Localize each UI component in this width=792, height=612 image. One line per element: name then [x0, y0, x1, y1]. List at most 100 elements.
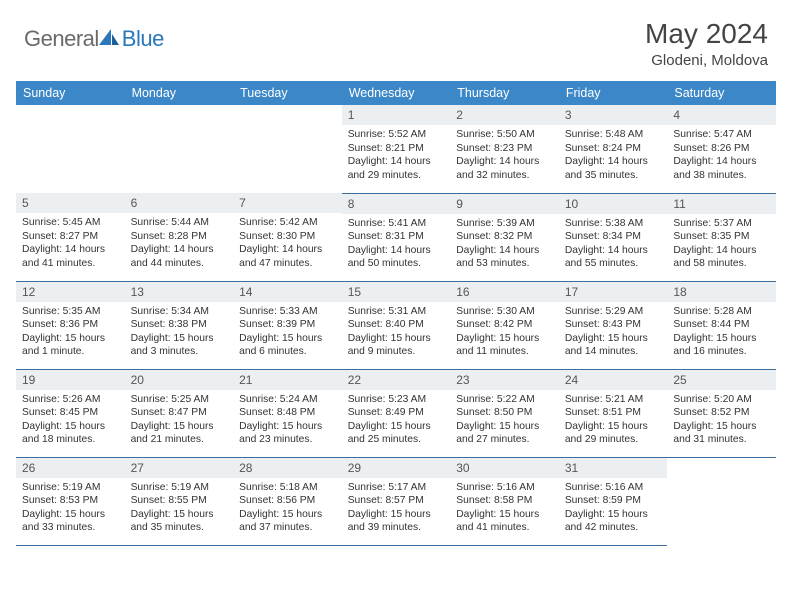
sunrise-text: Sunrise: 5:29 AM [565, 305, 662, 319]
day-number: 5 [16, 193, 125, 213]
sunrise-text: Sunrise: 5:52 AM [348, 128, 445, 142]
day-number: 25 [667, 370, 776, 390]
calendar-col-header: Friday [559, 81, 668, 105]
sunset-text: Sunset: 8:24 PM [565, 142, 662, 156]
logo-text-blue: Blue [122, 26, 164, 52]
sunrise-text: Sunrise: 5:35 AM [22, 305, 119, 319]
sunrise-text: Sunrise: 5:28 AM [673, 305, 770, 319]
daylight-text: Daylight: 15 hours and 16 minutes. [673, 332, 770, 359]
day-detail: Sunrise: 5:21 AMSunset: 8:51 PMDaylight:… [559, 390, 668, 452]
day-detail: Sunrise: 5:28 AMSunset: 8:44 PMDaylight:… [667, 302, 776, 364]
sunrise-text: Sunrise: 5:30 AM [456, 305, 553, 319]
sunset-text: Sunset: 8:36 PM [22, 318, 119, 332]
day-detail: Sunrise: 5:26 AMSunset: 8:45 PMDaylight:… [16, 390, 125, 452]
calendar-cell: 31Sunrise: 5:16 AMSunset: 8:59 PMDayligh… [559, 457, 668, 545]
day-number: 7 [233, 193, 342, 213]
daylight-text: Daylight: 15 hours and 1 minute. [22, 332, 119, 359]
calendar-cell: 15Sunrise: 5:31 AMSunset: 8:40 PMDayligh… [342, 281, 451, 369]
day-number: 9 [450, 194, 559, 214]
sunrise-text: Sunrise: 5:19 AM [22, 481, 119, 495]
sunrise-text: Sunrise: 5:45 AM [22, 216, 119, 230]
day-detail: Sunrise: 5:18 AMSunset: 8:56 PMDaylight:… [233, 478, 342, 540]
calendar-cell: 13Sunrise: 5:34 AMSunset: 8:38 PMDayligh… [125, 281, 234, 369]
calendar-header-row: SundayMondayTuesdayWednesdayThursdayFrid… [16, 81, 776, 105]
sunrise-text: Sunrise: 5:38 AM [565, 217, 662, 231]
day-number: 8 [342, 194, 451, 214]
sunset-text: Sunset: 8:56 PM [239, 494, 336, 508]
calendar-table: SundayMondayTuesdayWednesdayThursdayFrid… [16, 81, 776, 546]
sunrise-text: Sunrise: 5:26 AM [22, 393, 119, 407]
calendar-col-header: Tuesday [233, 81, 342, 105]
day-detail: Sunrise: 5:50 AMSunset: 8:23 PMDaylight:… [450, 125, 559, 187]
day-detail: Sunrise: 5:41 AMSunset: 8:31 PMDaylight:… [342, 214, 451, 276]
day-detail: Sunrise: 5:39 AMSunset: 8:32 PMDaylight:… [450, 214, 559, 276]
calendar-cell: 10Sunrise: 5:38 AMSunset: 8:34 PMDayligh… [559, 193, 668, 281]
sunset-text: Sunset: 8:55 PM [131, 494, 228, 508]
page-subtitle: Glodeni, Moldova [645, 52, 768, 69]
day-number: 14 [233, 282, 342, 302]
calendar-week-row: 19Sunrise: 5:26 AMSunset: 8:45 PMDayligh… [16, 369, 776, 457]
daylight-text: Daylight: 15 hours and 18 minutes. [22, 420, 119, 447]
daylight-text: Daylight: 15 hours and 21 minutes. [131, 420, 228, 447]
day-number: 17 [559, 282, 668, 302]
sunset-text: Sunset: 8:43 PM [565, 318, 662, 332]
daylight-text: Daylight: 15 hours and 33 minutes. [22, 508, 119, 535]
sunrise-text: Sunrise: 5:34 AM [131, 305, 228, 319]
calendar-cell: 21Sunrise: 5:24 AMSunset: 8:48 PMDayligh… [233, 369, 342, 457]
calendar-week-row: 1Sunrise: 5:52 AMSunset: 8:21 PMDaylight… [16, 105, 776, 193]
day-detail: Sunrise: 5:16 AMSunset: 8:58 PMDaylight:… [450, 478, 559, 540]
day-detail: Sunrise: 5:38 AMSunset: 8:34 PMDaylight:… [559, 214, 668, 276]
calendar-week-row: 26Sunrise: 5:19 AMSunset: 8:53 PMDayligh… [16, 457, 776, 545]
day-number: 19 [16, 370, 125, 390]
title-block: May 2024 Glodeni, Moldova [645, 18, 768, 69]
logo-sail-icon [98, 27, 120, 52]
calendar-cell: 23Sunrise: 5:22 AMSunset: 8:50 PMDayligh… [450, 369, 559, 457]
calendar-col-header: Sunday [16, 81, 125, 105]
day-number: 4 [667, 105, 776, 125]
day-detail: Sunrise: 5:35 AMSunset: 8:36 PMDaylight:… [16, 302, 125, 364]
calendar-cell: 3Sunrise: 5:48 AMSunset: 8:24 PMDaylight… [559, 105, 668, 193]
sunset-text: Sunset: 8:53 PM [22, 494, 119, 508]
calendar-cell: 7Sunrise: 5:42 AMSunset: 8:30 PMDaylight… [233, 193, 342, 281]
day-number [125, 105, 234, 111]
sunrise-text: Sunrise: 5:23 AM [348, 393, 445, 407]
day-number: 16 [450, 282, 559, 302]
calendar-cell [233, 105, 342, 193]
sunrise-text: Sunrise: 5:24 AM [239, 393, 336, 407]
daylight-text: Daylight: 14 hours and 32 minutes. [456, 155, 553, 182]
calendar-cell: 24Sunrise: 5:21 AMSunset: 8:51 PMDayligh… [559, 369, 668, 457]
sunrise-text: Sunrise: 5:31 AM [348, 305, 445, 319]
day-number: 29 [342, 458, 451, 478]
day-detail: Sunrise: 5:42 AMSunset: 8:30 PMDaylight:… [233, 213, 342, 275]
sunset-text: Sunset: 8:23 PM [456, 142, 553, 156]
day-number [667, 458, 776, 464]
sunset-text: Sunset: 8:49 PM [348, 406, 445, 420]
day-detail: Sunrise: 5:20 AMSunset: 8:52 PMDaylight:… [667, 390, 776, 452]
sunrise-text: Sunrise: 5:50 AM [456, 128, 553, 142]
daylight-text: Daylight: 14 hours and 58 minutes. [673, 244, 770, 271]
daylight-text: Daylight: 14 hours and 53 minutes. [456, 244, 553, 271]
day-detail: Sunrise: 5:33 AMSunset: 8:39 PMDaylight:… [233, 302, 342, 364]
day-number: 23 [450, 370, 559, 390]
calendar-cell: 20Sunrise: 5:25 AMSunset: 8:47 PMDayligh… [125, 369, 234, 457]
sunrise-text: Sunrise: 5:19 AM [131, 481, 228, 495]
sunrise-text: Sunrise: 5:47 AM [673, 128, 770, 142]
sunset-text: Sunset: 8:26 PM [673, 142, 770, 156]
daylight-text: Daylight: 14 hours and 38 minutes. [673, 155, 770, 182]
daylight-text: Daylight: 15 hours and 39 minutes. [348, 508, 445, 535]
sunrise-text: Sunrise: 5:44 AM [131, 216, 228, 230]
sunset-text: Sunset: 8:38 PM [131, 318, 228, 332]
calendar-cell: 16Sunrise: 5:30 AMSunset: 8:42 PMDayligh… [450, 281, 559, 369]
day-number: 27 [125, 458, 234, 478]
daylight-text: Daylight: 15 hours and 41 minutes. [456, 508, 553, 535]
day-number: 20 [125, 370, 234, 390]
sunrise-text: Sunrise: 5:22 AM [456, 393, 553, 407]
sunrise-text: Sunrise: 5:41 AM [348, 217, 445, 231]
calendar-cell: 9Sunrise: 5:39 AMSunset: 8:32 PMDaylight… [450, 193, 559, 281]
day-detail: Sunrise: 5:19 AMSunset: 8:53 PMDaylight:… [16, 478, 125, 540]
day-number: 21 [233, 370, 342, 390]
sunset-text: Sunset: 8:45 PM [22, 406, 119, 420]
daylight-text: Daylight: 14 hours and 41 minutes. [22, 243, 119, 270]
day-number: 22 [342, 370, 451, 390]
daylight-text: Daylight: 14 hours and 44 minutes. [131, 243, 228, 270]
